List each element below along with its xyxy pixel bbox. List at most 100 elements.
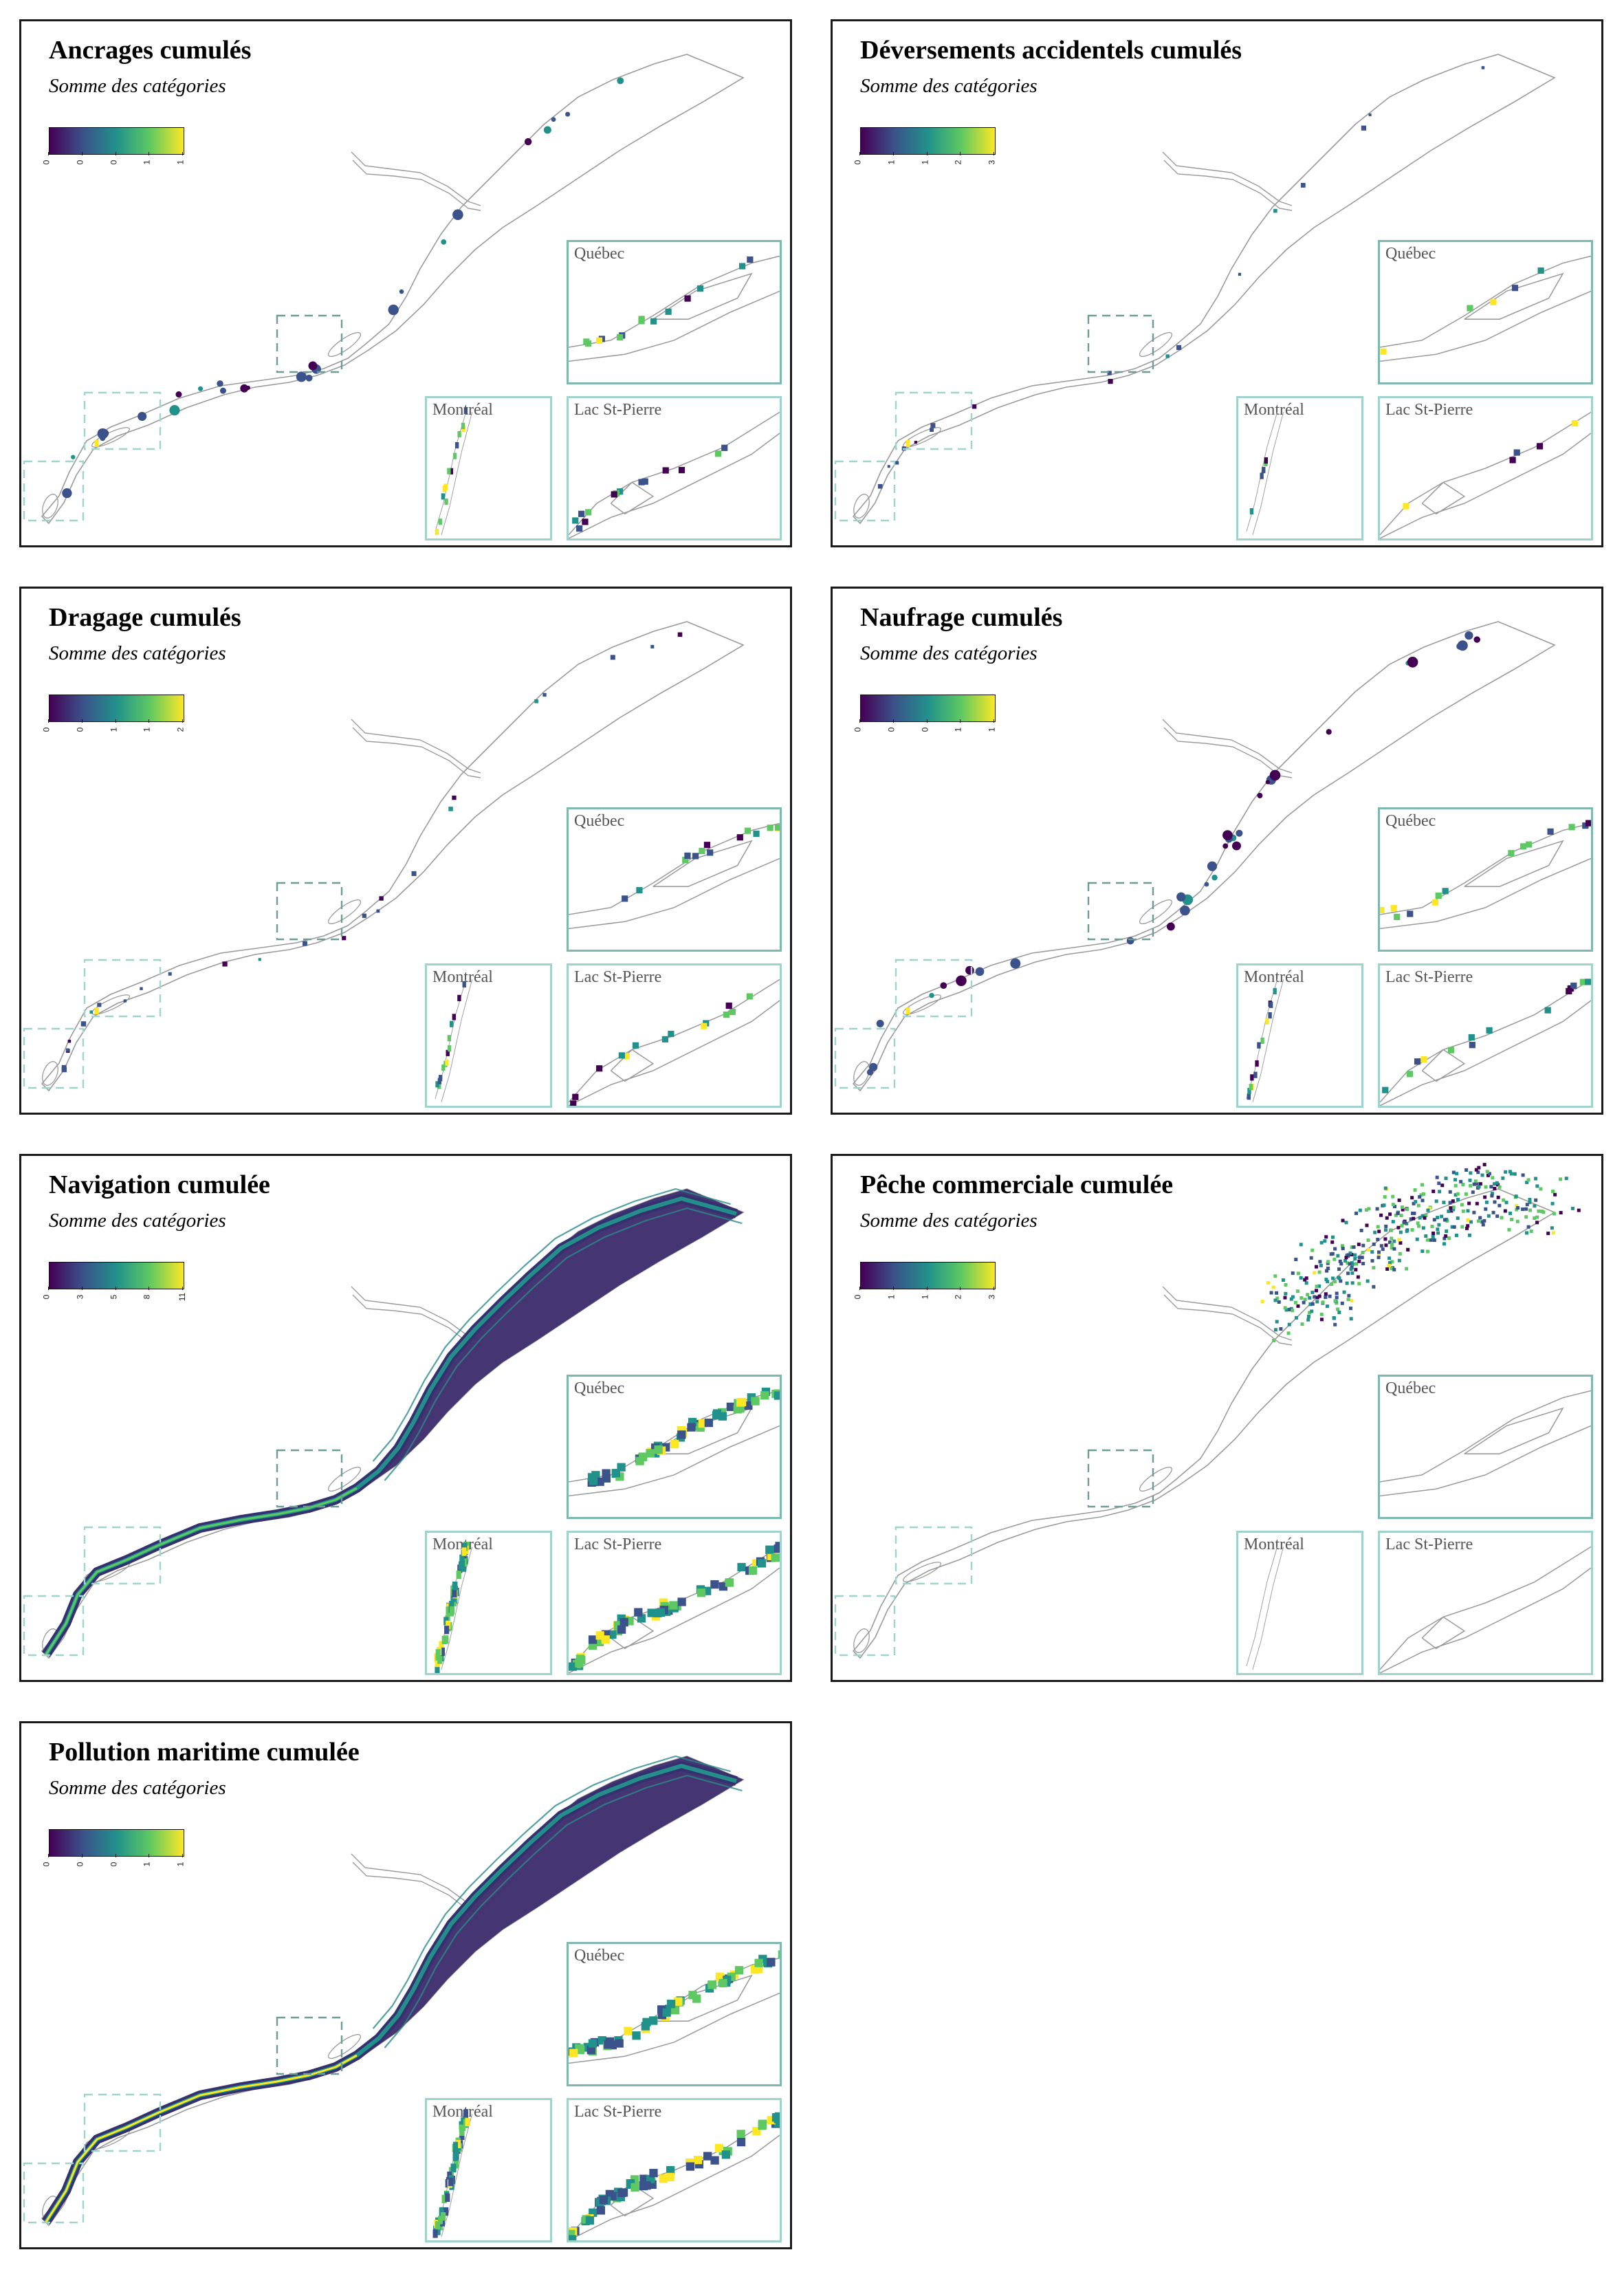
inset-cell bbox=[441, 1064, 446, 1071]
inset-cell bbox=[1486, 1027, 1493, 1034]
inset-cell bbox=[666, 2172, 674, 2182]
inset-cell bbox=[1255, 1060, 1259, 1067]
inset-cell bbox=[746, 993, 753, 1000]
inset-label: Lac St-Pierre bbox=[574, 2103, 662, 2121]
colorbar-tick-label: 0 bbox=[920, 719, 932, 737]
density-layer bbox=[61, 632, 683, 1073]
inset-river-outline bbox=[1464, 1407, 1564, 1454]
inset-cell bbox=[608, 1630, 617, 1639]
inset-cell bbox=[623, 1053, 630, 1060]
inset-cell bbox=[753, 830, 760, 838]
inset-river-outline bbox=[569, 290, 780, 362]
inset-cell bbox=[632, 2031, 641, 2040]
inset-label: Montréal bbox=[1244, 1536, 1304, 1553]
panel-title: Pollution maritime cumulée bbox=[49, 1738, 360, 1767]
inset-cell bbox=[1250, 1074, 1254, 1081]
inset-cell bbox=[1403, 503, 1409, 510]
inset-label: Lac St-Pierre bbox=[574, 1536, 662, 1553]
map-panel-ancrages: Ancrages cumulés Somme des catégories 0 0 0 1… bbox=[19, 19, 792, 547]
inset-cell bbox=[437, 1082, 441, 1089]
inset-cell bbox=[441, 2211, 446, 2221]
zoom-extent-box bbox=[83, 959, 162, 1018]
inset-cell bbox=[701, 1023, 707, 1029]
inset-cell bbox=[446, 1606, 451, 1615]
inset-cell bbox=[669, 1601, 678, 1610]
inset-river-outline bbox=[1252, 1547, 1284, 1670]
inset-cell bbox=[624, 2027, 633, 2035]
inset-cell bbox=[596, 2206, 606, 2215]
inset-cell bbox=[642, 2181, 651, 2190]
inset-cell bbox=[435, 1659, 440, 1668]
inset-cell bbox=[452, 1588, 457, 1598]
island-outline bbox=[327, 332, 362, 357]
map-panel-naufrage: Naufrage cumulés Somme des catégories 0 0 0 1… bbox=[831, 587, 1603, 1115]
inset-cell bbox=[1247, 1093, 1251, 1100]
inset-cell bbox=[437, 2216, 443, 2225]
colorbar-tick-label: 2 bbox=[175, 719, 188, 737]
inset-cell bbox=[649, 2016, 658, 2025]
inset-river-outline bbox=[569, 858, 780, 930]
inset-cell bbox=[661, 1036, 668, 1042]
inset-cell bbox=[452, 1582, 458, 1591]
inset-cell bbox=[1508, 850, 1515, 857]
river-outline bbox=[852, 54, 1556, 525]
inset-cell bbox=[450, 1020, 454, 1027]
inset-label: Lac St-Pierre bbox=[1385, 1536, 1473, 1553]
inset-river-outline bbox=[1380, 822, 1591, 915]
montreal-inset: Montréal bbox=[425, 396, 552, 540]
inset-cell bbox=[572, 517, 579, 524]
inset-cell bbox=[737, 1562, 746, 1572]
inset-cell bbox=[449, 468, 454, 474]
tributary-outline bbox=[351, 151, 481, 206]
inset-cell bbox=[693, 2155, 703, 2165]
inset-cell bbox=[699, 847, 705, 855]
panel-subtitle: Somme des catégories bbox=[49, 1210, 226, 1232]
colorbar-tick-label: 1 bbox=[142, 152, 154, 170]
inset-cell bbox=[618, 1052, 625, 1059]
inset-river-outline bbox=[569, 1425, 780, 1497]
island-outline bbox=[903, 994, 941, 1015]
zoom-extent-box bbox=[83, 391, 162, 450]
island-outline bbox=[327, 899, 362, 924]
inset-label: Québec bbox=[1385, 245, 1436, 263]
colorbar-legend bbox=[49, 1262, 184, 1289]
inset-cell bbox=[449, 1606, 455, 1615]
inset-cell bbox=[578, 510, 585, 517]
colorbar-tick-label: 1 bbox=[142, 1854, 154, 1872]
inset-cell bbox=[670, 1440, 679, 1449]
inset-cell bbox=[758, 2121, 767, 2130]
inset-cell bbox=[452, 2141, 459, 2150]
inset-cell bbox=[444, 1626, 450, 1635]
inset-cell bbox=[1380, 906, 1385, 914]
river-map bbox=[834, 1163, 1581, 1659]
inset-cell bbox=[662, 467, 669, 474]
montreal-inset: Montréal bbox=[425, 1531, 552, 1675]
inset-cell bbox=[447, 468, 451, 474]
inset-cell bbox=[638, 479, 645, 485]
zoom-extent-box bbox=[83, 2093, 162, 2152]
inset-cell bbox=[692, 853, 699, 860]
zoom-extent-box bbox=[23, 2162, 85, 2224]
inset-cell bbox=[757, 1559, 767, 1568]
inset-cell bbox=[659, 2174, 668, 2183]
colorbar-tick-label: 0 bbox=[853, 719, 865, 737]
colorbar-ticks: 0 3 5 8 11 bbox=[41, 1287, 187, 1307]
tributary-outline bbox=[352, 1294, 481, 1346]
inset-river-outline bbox=[1380, 1425, 1591, 1497]
inset-cell bbox=[438, 518, 442, 525]
inset-cell bbox=[1544, 1007, 1551, 1014]
montreal-inset: Montréal bbox=[1236, 1531, 1363, 1675]
inset-cell bbox=[736, 1398, 745, 1407]
inset-cell bbox=[703, 2152, 712, 2161]
inset-cell bbox=[1468, 1034, 1475, 1041]
inset-cell bbox=[439, 1641, 444, 1650]
inset-cell bbox=[1519, 843, 1527, 850]
inset-cell bbox=[601, 1635, 610, 1644]
inset-cell bbox=[582, 518, 589, 525]
inset-cell bbox=[455, 2139, 461, 2149]
inset-cell bbox=[718, 1978, 727, 1987]
inset-cell bbox=[461, 1547, 467, 1556]
inset-cell bbox=[692, 1994, 701, 2003]
density-layer bbox=[1260, 1163, 1581, 1343]
colorbar-tick-label: 0 bbox=[41, 719, 54, 737]
